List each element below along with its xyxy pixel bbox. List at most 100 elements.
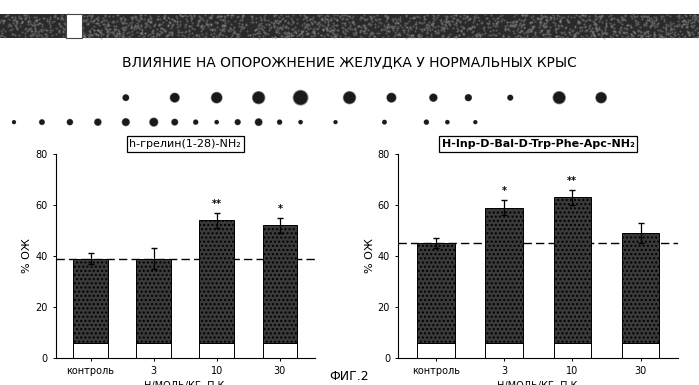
Point [69, 22, 80, 28]
Point [526, 26, 538, 32]
Point [403, 26, 414, 32]
Point [257, 33, 268, 40]
Point [35, 25, 46, 32]
Point [31, 21, 43, 27]
Point [622, 22, 633, 28]
Point [689, 27, 699, 33]
Point [405, 34, 417, 40]
Point [438, 24, 449, 30]
Point [296, 28, 307, 34]
Point [589, 33, 600, 39]
Point [102, 22, 113, 28]
Point [80, 33, 91, 40]
Point [51, 15, 62, 21]
Point [379, 23, 390, 30]
Point [258, 29, 269, 35]
Point [15, 19, 27, 25]
Point [586, 27, 597, 33]
Point [117, 29, 129, 35]
Point [129, 23, 140, 29]
Point [658, 16, 669, 22]
Point [517, 28, 528, 35]
Point [641, 28, 652, 35]
Point [357, 28, 368, 34]
Point [154, 31, 165, 37]
Point [542, 17, 553, 23]
Point [136, 30, 147, 36]
Point [524, 20, 535, 26]
Point [567, 33, 578, 39]
Point [280, 29, 291, 35]
Point [270, 18, 281, 24]
Point [586, 25, 598, 31]
Point [640, 30, 651, 36]
Point [23, 17, 34, 23]
Point [117, 24, 129, 30]
Point [84, 18, 95, 24]
Point [575, 23, 586, 30]
Point [570, 32, 581, 38]
Point [136, 23, 147, 29]
Point [33, 30, 44, 36]
Point [436, 26, 447, 32]
Point [538, 22, 549, 28]
Bar [73, 259, 108, 343]
Point [438, 26, 449, 32]
Point [518, 24, 529, 30]
Point [95, 32, 106, 38]
Point [635, 34, 647, 40]
Point [444, 20, 455, 26]
Point [497, 32, 508, 38]
Point [33, 16, 44, 22]
Point [281, 30, 292, 36]
Point [145, 19, 156, 25]
Point [441, 19, 452, 25]
Point [430, 16, 441, 22]
Point [472, 33, 483, 39]
Point [64, 13, 75, 19]
Point [664, 13, 675, 20]
Point [196, 23, 207, 29]
Point [419, 19, 430, 25]
Point [94, 22, 105, 28]
Point [92, 20, 103, 26]
Point [287, 18, 298, 25]
Circle shape [13, 121, 15, 124]
Point [590, 27, 601, 33]
Point [528, 23, 540, 29]
Point [234, 28, 245, 34]
Point [270, 12, 281, 18]
Point [533, 24, 545, 30]
Point [268, 20, 279, 26]
Point [605, 20, 616, 26]
Point [250, 31, 261, 37]
Point [554, 18, 565, 24]
Point [425, 33, 436, 39]
Point [201, 30, 212, 36]
Point [69, 22, 80, 28]
Point [83, 34, 94, 40]
Point [440, 16, 452, 22]
Point [407, 32, 418, 38]
Point [322, 12, 333, 18]
Point [273, 14, 284, 20]
Point [79, 32, 90, 38]
Point [80, 17, 91, 23]
Point [258, 27, 269, 33]
Point [222, 18, 233, 24]
Point [315, 12, 326, 18]
Point [489, 32, 500, 38]
Point [650, 17, 661, 23]
Point [194, 16, 206, 22]
Point [387, 23, 398, 29]
Point [358, 22, 369, 28]
Point [545, 15, 556, 21]
Point [350, 28, 361, 35]
Point [184, 31, 195, 37]
Point [684, 32, 695, 38]
Point [268, 22, 280, 28]
Point [120, 16, 131, 22]
Point [351, 31, 362, 37]
Point [338, 24, 349, 30]
Point [184, 23, 195, 30]
